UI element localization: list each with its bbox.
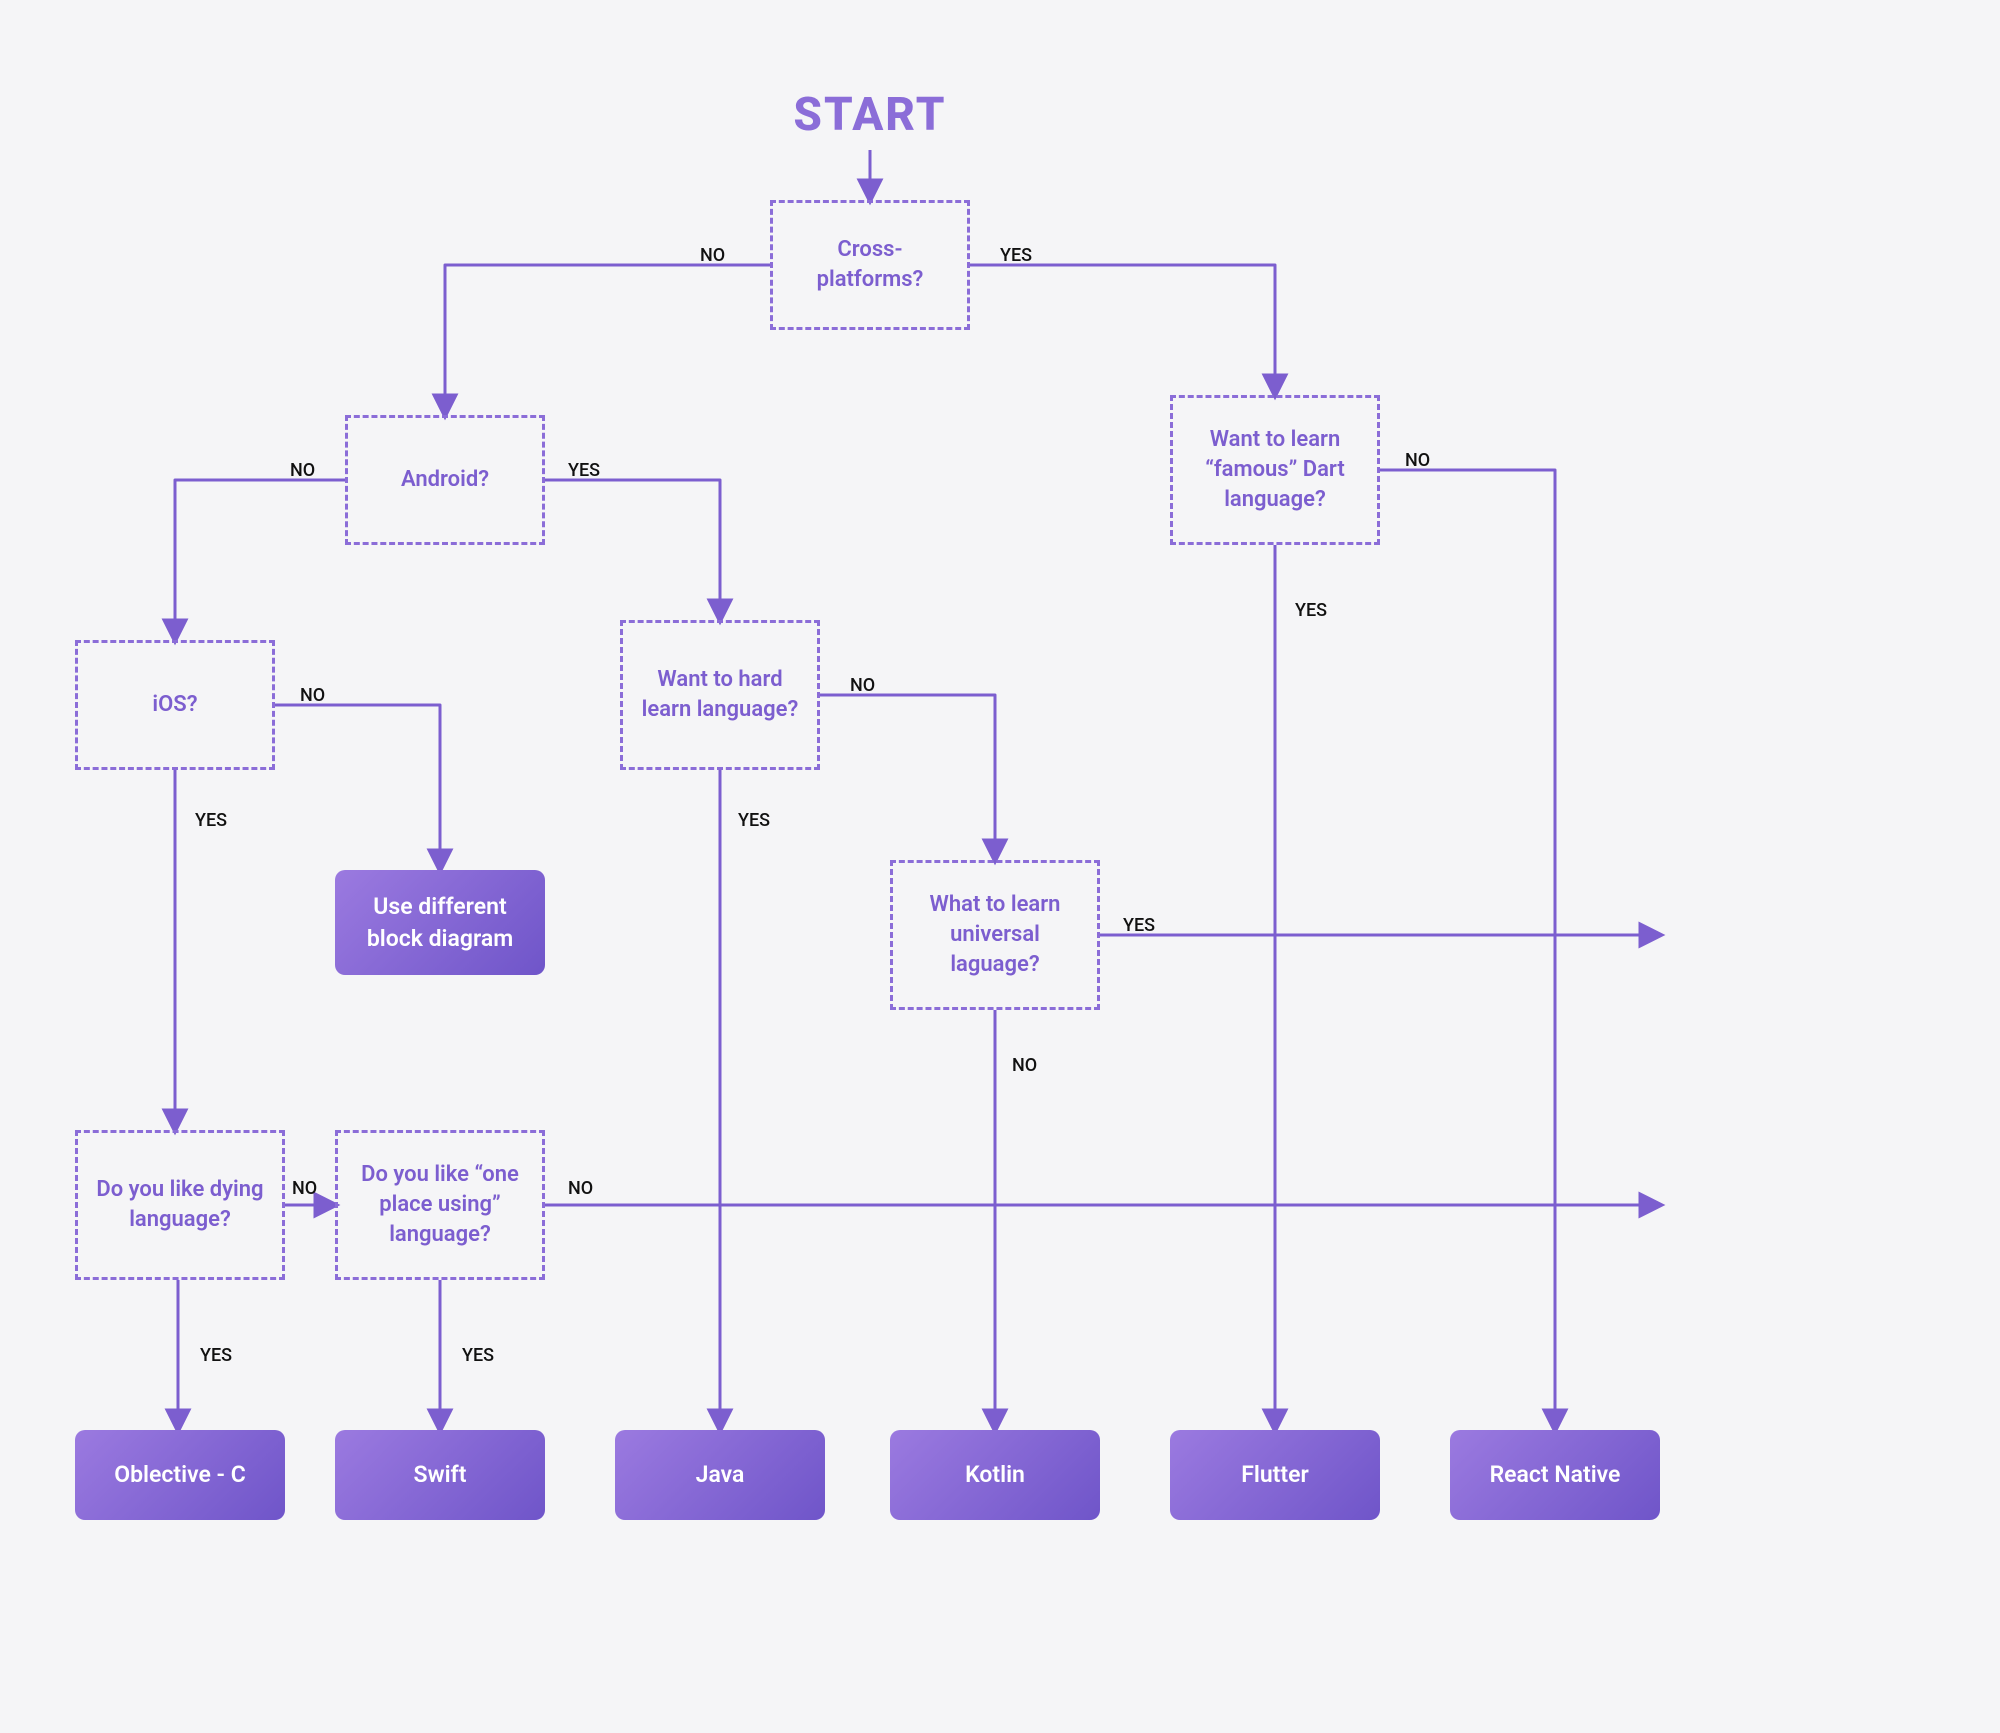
decision-node-crossplat: Cross-platforms? <box>770 200 970 330</box>
edge-hard-no <box>820 695 995 860</box>
edge-label-android-yes: YES <box>568 460 600 481</box>
decision-node-dart: Want to learn “famous” Dart language? <box>1170 395 1380 545</box>
edge-label-cross-yes: YES <box>1000 245 1032 266</box>
terminal-node-swift: Swift <box>335 1430 545 1520</box>
edge-dart-no <box>1380 470 1555 1430</box>
edge-label-hard-yes: YES <box>738 810 770 831</box>
decision-node-android: Android? <box>345 415 545 545</box>
edge-ios-no <box>275 705 440 870</box>
decision-node-hard: Want to hard learn language? <box>620 620 820 770</box>
edge-label-cross-no: NO <box>700 245 725 266</box>
terminal-node-objc: Oblective - C <box>75 1430 285 1520</box>
edge-cross-yes <box>970 265 1275 395</box>
terminal-node-kotlin: Kotlin <box>890 1430 1100 1520</box>
terminal-node-flutter: Flutter <box>1170 1430 1380 1520</box>
decision-node-dying: Do you like dying language? <box>75 1130 285 1280</box>
edge-label-dart-yes: YES <box>1295 600 1327 621</box>
decision-node-oneplace: Do you like “one place using” language? <box>335 1130 545 1280</box>
flowchart-canvas: START Cross-platforms? Android? Want to le… <box>0 0 2000 1733</box>
edge-label-one-yes: YES <box>462 1345 494 1366</box>
edge-label-one-no: NO <box>568 1178 593 1199</box>
start-label: START <box>793 88 946 142</box>
terminal-node-java: Java <box>615 1430 825 1520</box>
decision-node-ios: iOS? <box>75 640 275 770</box>
edge-label-ios-no: NO <box>300 685 325 706</box>
edge-label-hard-no: NO <box>850 675 875 696</box>
edge-label-dying-no: NO <box>292 1178 317 1199</box>
terminal-node-rn: React Native <box>1450 1430 1660 1520</box>
edge-label-uni-yes: YES <box>1123 915 1155 936</box>
edge-label-dart-no: NO <box>1405 450 1430 471</box>
edge-label-android-no: NO <box>290 460 315 481</box>
edge-label-dying-yes: YES <box>200 1345 232 1366</box>
edge-android-no <box>175 480 345 640</box>
terminal-node-diffblock: Use different block diagram <box>335 870 545 975</box>
edge-cross-no <box>445 265 770 415</box>
edge-label-ios-yes: YES <box>195 810 227 831</box>
decision-node-universal: What to learn universal laguage? <box>890 860 1100 1010</box>
edge-label-uni-no: NO <box>1012 1055 1037 1076</box>
edge-android-yes <box>545 480 720 620</box>
